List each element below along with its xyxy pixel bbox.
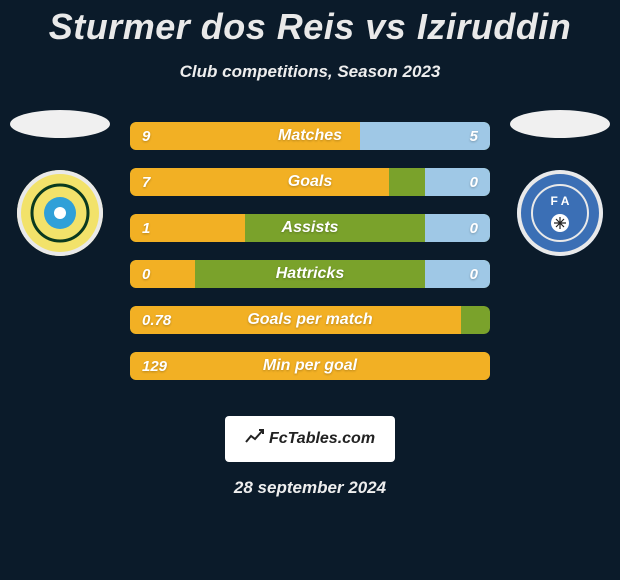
subtitle: Club competitions, Season 2023 bbox=[0, 62, 620, 82]
stat-value-right: 0 bbox=[470, 174, 478, 191]
club-badge-right-icon: F A bbox=[530, 183, 590, 243]
stat-value-left: 0.78 bbox=[142, 312, 171, 329]
stats-area: F A Matches95Goals70Assists10Hattricks00… bbox=[0, 122, 620, 402]
stat-label: Matches bbox=[130, 127, 490, 145]
stat-value-right: 0 bbox=[470, 266, 478, 283]
source-logo-text: FcTables.com bbox=[269, 430, 375, 448]
comparison-card: Sturmer dos Reis vs Iziruddin Club compe… bbox=[0, 0, 620, 580]
stat-label: Assists bbox=[130, 219, 490, 237]
stat-value-right: 0 bbox=[470, 220, 478, 237]
stat-value-left: 129 bbox=[142, 358, 167, 375]
stat-value-left: 0 bbox=[142, 266, 150, 283]
stat-label: Goals bbox=[130, 173, 490, 191]
club-badge-left-icon bbox=[30, 183, 90, 243]
stat-row: Matches9 5 bbox=[130, 122, 490, 150]
stat-row: Assists1 0 bbox=[130, 214, 490, 242]
player-right-avatar-placeholder bbox=[510, 110, 610, 138]
stat-value-left: 9 bbox=[142, 128, 150, 145]
stat-row: Hattricks0 0 bbox=[130, 260, 490, 288]
stat-label: Hattricks bbox=[130, 265, 490, 283]
stat-row: Min per goal129 bbox=[130, 352, 490, 380]
footer-date: 28 september 2024 bbox=[0, 478, 620, 498]
player-right-club-badge: F A bbox=[517, 170, 603, 256]
player-left-club-badge bbox=[17, 170, 103, 256]
stat-bars: Matches95Goals70Assists10Hattricks00Goal… bbox=[130, 122, 490, 380]
player-left-avatar-placeholder bbox=[10, 110, 110, 138]
player-right-column: F A bbox=[510, 110, 610, 256]
stat-row: Goals per match0.78 bbox=[130, 306, 490, 334]
stat-label: Min per goal bbox=[130, 357, 490, 375]
stat-value-right: 5 bbox=[470, 128, 478, 145]
chart-icon bbox=[245, 428, 265, 451]
player-left-column bbox=[10, 110, 110, 256]
stat-value-left: 1 bbox=[142, 220, 150, 237]
svg-text:F A: F A bbox=[551, 194, 570, 208]
stat-label: Goals per match bbox=[130, 311, 490, 329]
stat-row: Goals7 0 bbox=[130, 168, 490, 196]
source-logo: FcTables.com bbox=[225, 416, 395, 462]
page-title: Sturmer dos Reis vs Iziruddin bbox=[0, 6, 620, 48]
stat-value-left: 7 bbox=[142, 174, 150, 191]
